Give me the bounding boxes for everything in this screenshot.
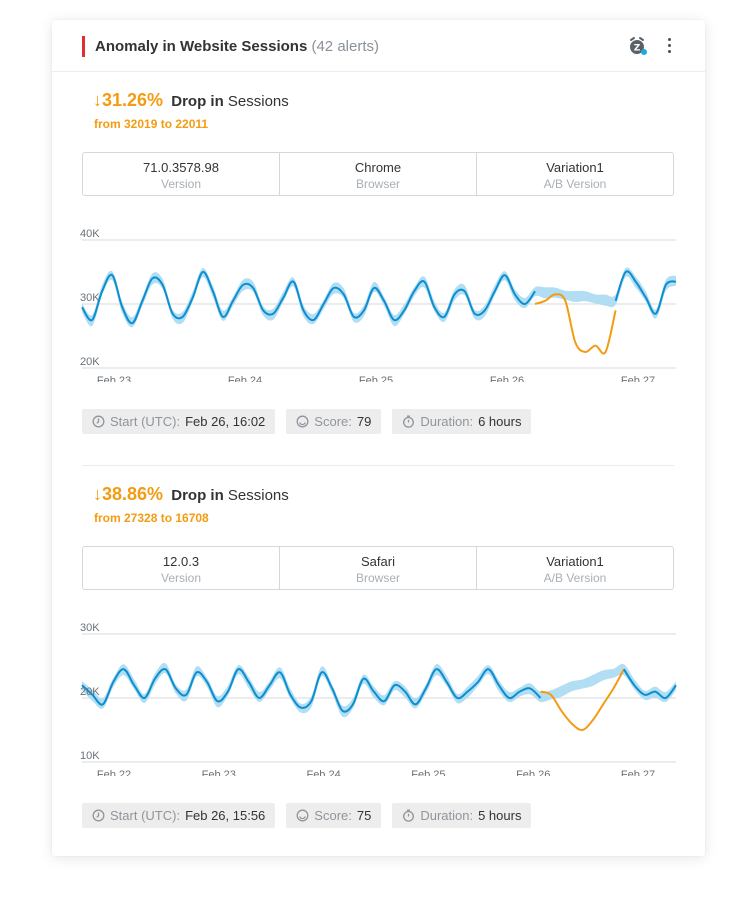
dimension-table: 71.0.3578.98 Version Chrome Browser Vari… (82, 152, 674, 196)
from-to-values: from 27328 to 16708 (94, 511, 209, 525)
dimension-value: Chrome (354, 160, 402, 175)
alert-stats: Start (UTC): Feb 26, 16:02 Score: 79 Dur… (82, 409, 532, 434)
dimension-browser[interactable]: Safari Browser (280, 547, 477, 589)
metric-name: Sessions (227, 487, 289, 504)
sessions-chart[interactable]: 40K 30K 20K Feb 23 Feb 24 Feb 25 Feb 26 Feb 27 (80, 222, 678, 382)
dimension-value: Variation1 (546, 554, 604, 569)
x-tick-label: Feb 25 (359, 375, 393, 382)
snooze-alarm-icon[interactable]: Z (628, 36, 648, 56)
score-stat: Score: 79 (286, 409, 382, 434)
sessions-line (81, 667, 542, 713)
drop-summary: ↓31.26% Drop in Sessions (93, 90, 289, 111)
arrow-down-icon: ↓ (93, 90, 102, 110)
stopwatch-icon (403, 809, 415, 822)
stat-value: 6 hours (478, 414, 522, 429)
dimension-version[interactable]: 12.0.3 Version (83, 547, 280, 589)
dimension-ab-version[interactable]: Variation1 A/B Version (477, 153, 673, 195)
expected-range-band (82, 267, 676, 328)
stat-label: Score: (314, 808, 352, 823)
alert-divider (82, 465, 674, 466)
dimension-browser[interactable]: Chrome Browser (280, 153, 477, 195)
expected-range-band (82, 662, 676, 718)
sessions-line (614, 270, 677, 315)
stat-value: 79 (356, 414, 372, 429)
drop-percent: 31.26% (102, 90, 164, 110)
drop-summary: ↓38.86% Drop in Sessions (93, 484, 289, 505)
metric-name: Sessions (227, 93, 289, 110)
dimension-label: Browser (355, 571, 400, 585)
stat-label: Start (UTC): (110, 808, 181, 823)
stat-label: Duration: (420, 808, 474, 823)
dimension-value: Variation1 (546, 160, 604, 175)
sessions-chart[interactable]: 30K 20K 10K Feb 22 Feb 23 Feb 24 Feb 25 Feb 26 F… (80, 616, 678, 776)
x-tick-label: Feb 22 (97, 769, 131, 776)
y-tick-label: 20K (80, 356, 100, 368)
stopwatch-icon (403, 415, 415, 428)
stat-value: 75 (356, 808, 372, 823)
x-tick-label: Feb 27 (621, 375, 655, 382)
dimension-label: A/B Version (543, 177, 607, 191)
gauge-icon (296, 809, 309, 822)
y-tick-label: 10K (80, 750, 100, 762)
stat-label: Score: (314, 414, 352, 429)
stat-value: 5 hours (478, 808, 522, 823)
y-tick-label: 40K (80, 228, 100, 240)
drop-label: Drop in (171, 487, 224, 504)
duration-stat: Duration: 6 hours (392, 409, 532, 434)
x-tick-label: Feb 26 (490, 375, 524, 382)
clock-icon (92, 809, 105, 822)
dimension-ab-version[interactable]: Variation1 A/B Version (477, 547, 673, 589)
stat-label: Duration: (420, 414, 474, 429)
clock-icon (92, 415, 105, 428)
gauge-icon (296, 415, 309, 428)
x-tick-label: Feb 24 (228, 375, 262, 382)
score-stat: Score: 75 (286, 803, 382, 828)
sessions-line (623, 668, 677, 700)
severity-accent-bar (82, 36, 85, 57)
drop-label: Drop in (171, 93, 224, 110)
svg-text:Z: Z (634, 44, 641, 54)
dimension-label: Browser (355, 177, 400, 191)
stat-label: Start (UTC): (110, 414, 181, 429)
anomaly-line (540, 668, 625, 732)
y-tick-label: 30K (80, 292, 100, 304)
arrow-down-icon: ↓ (93, 484, 102, 504)
dimension-label: Version (160, 177, 202, 191)
dimension-label: Version (160, 571, 202, 585)
card-header: Anomaly in Website Sessions (42 alerts) … (52, 20, 705, 72)
title-text: Anomaly in Website Sessions (95, 38, 308, 55)
alert-count: (42 alerts) (311, 38, 379, 55)
x-tick-label: Feb 25 (411, 769, 445, 776)
drop-percent: 38.86% (102, 484, 164, 504)
dimension-value: 12.0.3 (162, 554, 200, 569)
start-time-stat: Start (UTC): Feb 26, 15:56 (82, 803, 276, 828)
dimension-value: 71.0.3578.98 (143, 160, 219, 175)
anomaly-line (534, 293, 617, 355)
y-tick-label: 20K (80, 686, 100, 698)
start-time-stat: Start (UTC): Feb 26, 16:02 (82, 409, 276, 434)
sessions-line (81, 271, 536, 325)
dimension-value: Safari (361, 554, 395, 569)
alert-stats: Start (UTC): Feb 26, 15:56 Score: 75 Dur… (82, 803, 532, 828)
x-tick-label: Feb 26 (516, 769, 550, 776)
x-tick-label: Feb 23 (97, 375, 131, 382)
x-tick-label: Feb 24 (306, 769, 340, 776)
y-tick-label: 30K (80, 622, 100, 634)
x-tick-label: Feb 23 (202, 769, 236, 776)
duration-stat: Duration: 5 hours (392, 803, 532, 828)
x-tick-label: Feb 27 (621, 769, 655, 776)
dimension-label: A/B Version (543, 571, 607, 585)
dimension-table: 12.0.3 Version Safari Browser Variation1… (82, 546, 674, 590)
from-to-values: from 32019 to 22011 (94, 117, 209, 131)
stat-value: Feb 26, 16:02 (185, 414, 266, 429)
anomaly-card: Anomaly in Website Sessions (42 alerts) … (52, 20, 705, 856)
dimension-version[interactable]: 71.0.3578.98 Version (83, 153, 280, 195)
card-title: Anomaly in Website Sessions (42 alerts) (95, 38, 379, 55)
stat-value: Feb 26, 15:56 (185, 808, 266, 823)
more-vertical-icon[interactable] (664, 36, 676, 56)
